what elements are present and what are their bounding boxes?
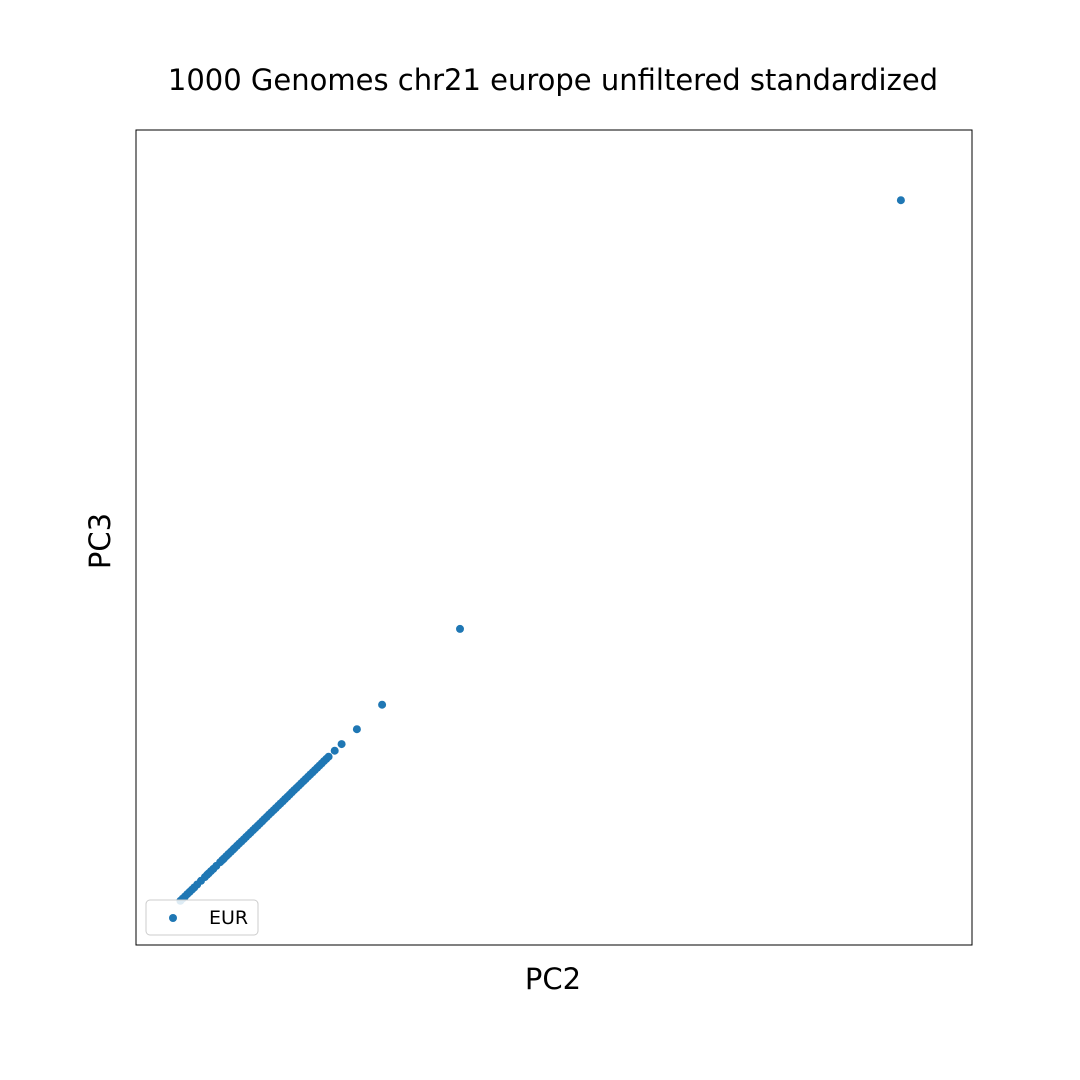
plot-area-frame — [135, 129, 973, 946]
chart-title: 1000 Genomes chr21 europe unfiltered sta… — [168, 63, 938, 97]
legend: EUR — [145, 899, 259, 936]
legend-label-eur: EUR — [209, 907, 248, 929]
data-point — [352, 725, 361, 734]
data-point — [337, 740, 346, 749]
data-point — [896, 196, 905, 205]
legend-box — [145, 899, 259, 936]
data-point — [456, 624, 464, 633]
data-point — [330, 746, 339, 755]
data-point — [378, 700, 387, 709]
y-axis-label: PC3 — [83, 513, 117, 569]
x-axis-label: PC2 — [525, 962, 581, 996]
legend-marker-eur — [169, 914, 177, 922]
